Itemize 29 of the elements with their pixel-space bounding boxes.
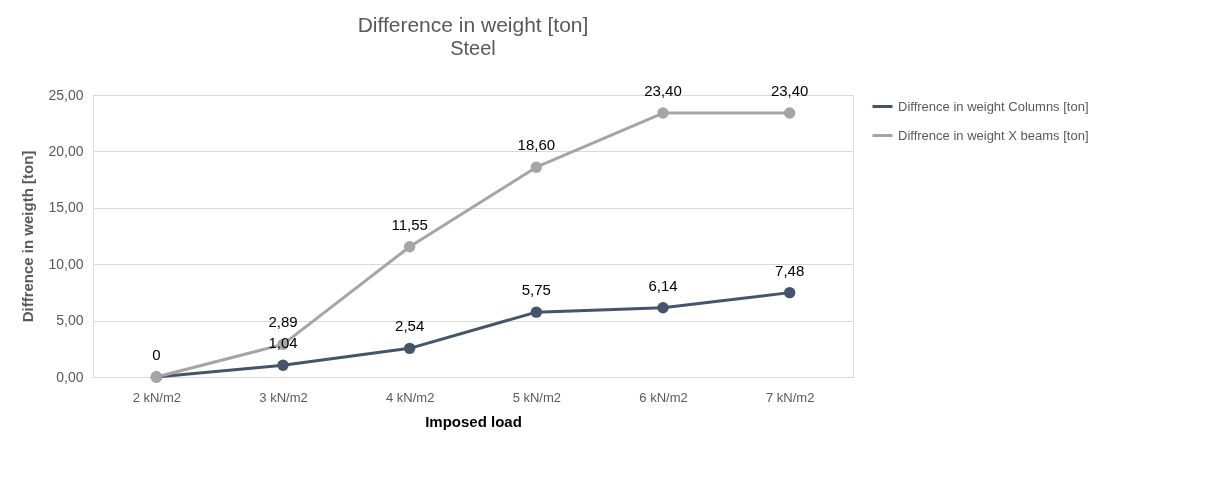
data-label: 7,48 [775, 261, 805, 279]
x-tick-label: 3 kN/m2 [259, 389, 308, 405]
x-tick-label: 7 kN/m2 [765, 389, 815, 405]
data-label: 18,60 [517, 136, 556, 154]
chart-title: Difference in weight [ton] [357, 13, 589, 37]
x-tick-label: 4 kN/m2 [385, 389, 435, 405]
data-label: 2,54 [395, 317, 425, 335]
data-label: 0 [152, 346, 161, 363]
data-label: 11,55 [391, 215, 428, 233]
x-tick-label: 5 kN/m2 [512, 389, 562, 405]
y-tick-label: 5,00 [56, 312, 84, 329]
data-label: 5,75 [521, 281, 551, 299]
data-label: 2,89 [268, 313, 298, 331]
data-label: 6,14 [648, 276, 678, 294]
x-axis-title: Imposed load [425, 412, 522, 430]
data-label: 23,40 [644, 82, 682, 100]
y-axis-title: Diffrence in weigth [ton] [19, 150, 37, 323]
y-tick-label: 25,00 [48, 86, 84, 103]
data-label: 23,40 [770, 82, 809, 100]
legend-label: Diffrence in weight X beams [ton] [898, 127, 1089, 143]
y-tick-label: 10,00 [48, 255, 84, 272]
y-tick-label: 15,00 [48, 199, 84, 216]
chart-subtitle: Steel [450, 37, 496, 60]
legend-label: Diffrence in weight Columns [ton] [898, 98, 1089, 114]
x-tick-label: 6 kN/m2 [639, 389, 688, 405]
x-tick-label: 2 kN/m2 [132, 389, 182, 405]
y-tick-label: 20,00 [48, 142, 84, 159]
data-label: 1,04 [268, 334, 298, 352]
y-tick-label: 0,00 [56, 368, 84, 385]
